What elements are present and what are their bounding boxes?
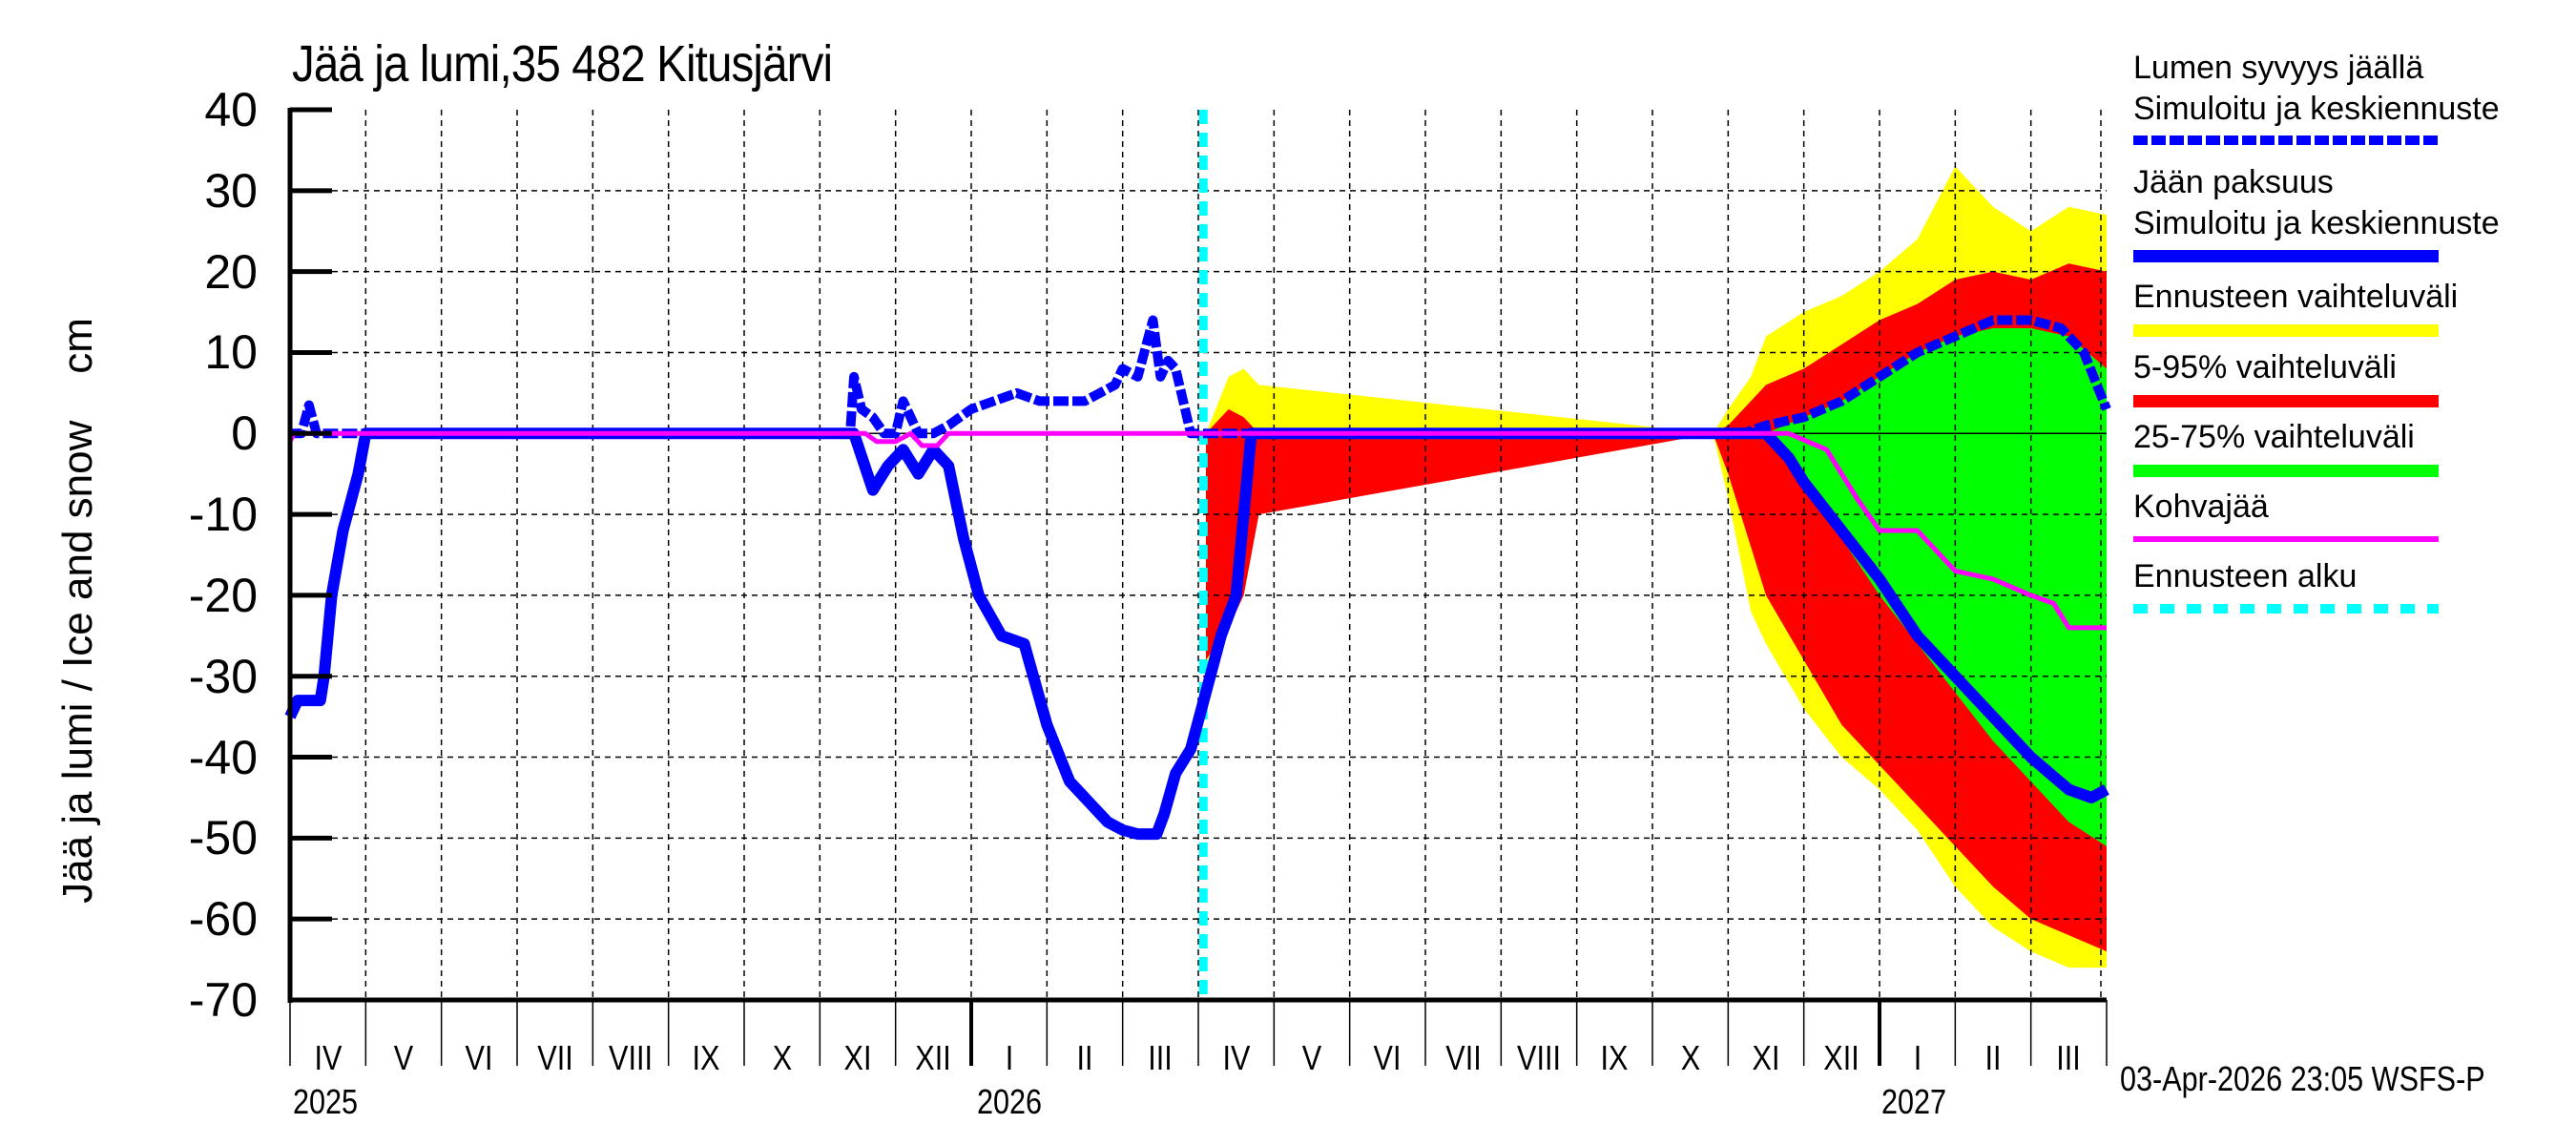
legend-label: 25-75% vaihteluväli	[2133, 419, 2415, 455]
legend-item-slush-ice: Kohvajää	[2133, 487, 2572, 542]
legend-swatch-dashed-blue	[2133, 135, 2439, 145]
y-tick-label: 20	[204, 244, 258, 299]
y-axis-label: Jää ja lumi / Ice and snow cm	[54, 318, 101, 904]
month-label: XII	[915, 1038, 952, 1077]
y-tick-label: 10	[204, 325, 258, 380]
forecast-bands	[1205, 166, 2107, 968]
y-tick-label: -10	[188, 488, 258, 542]
y-tick-label: -50	[188, 811, 258, 865]
y-tick-label: -60	[188, 892, 258, 947]
axes	[287, 107, 2108, 1066]
y-tick-label: -30	[188, 649, 258, 703]
legend-label: Kohvajää	[2133, 489, 2269, 525]
legend-swatch-green	[2133, 465, 2439, 477]
month-label: XI	[843, 1038, 872, 1077]
month-label: II	[1984, 1038, 2002, 1077]
month-label: IX	[692, 1038, 720, 1077]
month-label: VII	[1444, 1038, 1482, 1077]
month-label: XII	[1823, 1038, 1860, 1077]
legend-swatch-red	[2133, 395, 2439, 407]
month-label: VI	[465, 1038, 493, 1077]
y-tick-label: -20	[188, 568, 258, 622]
slush-ice-line	[287, 430, 2107, 631]
month-label: I	[1005, 1038, 1013, 1077]
legend-swatch-cyan-dotted	[2133, 604, 2439, 614]
month-label: VII	[536, 1038, 573, 1077]
y-tick-label: -40	[188, 730, 258, 784]
legend-item-forecast-start: Ennusteen alku	[2133, 556, 2572, 614]
year-label-2027: 2027	[1881, 1082, 1947, 1121]
month-label: X	[772, 1038, 792, 1077]
band-25-75-vaihteluv-li	[1766, 328, 2107, 846]
legend-item-snow-depth: Lumen syvyys jäällä Simuloitu ja keskien…	[2133, 48, 2572, 145]
legend-item-5-95-range: 5-95% vaihteluväli	[2133, 347, 2572, 407]
legend-swatch-magenta	[2133, 536, 2439, 542]
month-label: III	[2056, 1038, 2082, 1077]
chart-title: Jää ja lumi,35 482 Kitusjärvi	[292, 35, 833, 93]
legend-label: Jään paksuus	[2133, 164, 2334, 200]
y-tick-label: 40	[204, 83, 258, 136]
month-label: IX	[1600, 1038, 1629, 1077]
y-tick-label: 0	[231, 406, 258, 461]
y-tick-label: 30	[204, 163, 258, 218]
month-label: V	[393, 1038, 414, 1077]
legend-swatch-yellow	[2133, 324, 2439, 337]
month-label: I	[1913, 1038, 1922, 1077]
legend-item-25-75-range: 25-75% vaihteluväli	[2133, 417, 2572, 477]
legend-sublabel: Simuloitu ja keskiennuste	[2133, 91, 2500, 127]
year-label-2026: 2026	[977, 1082, 1043, 1121]
month-label: II	[1076, 1038, 1093, 1077]
month-label: III	[1148, 1038, 1174, 1077]
month-label: V	[1301, 1038, 1322, 1077]
month-label: VIII	[609, 1038, 653, 1077]
legend-label: Ennusteen alku	[2133, 558, 2358, 594]
month-label: XI	[1752, 1038, 1780, 1077]
month-label: IV	[1222, 1038, 1251, 1077]
grid-lines	[290, 110, 2107, 1000]
snow-depth-line	[290, 315, 2111, 439]
y-tick-label: -70	[188, 973, 258, 1027]
legend-label: Ennusteen vaihteluväli	[2133, 279, 2459, 315]
data-series	[284, 110, 2111, 1000]
legend-item-forecast-range: Ennusteen vaihteluväli	[2133, 277, 2572, 337]
year-label-2025: 2025	[293, 1082, 359, 1121]
legend-label: Lumen syvyys jäällä	[2133, 50, 2424, 86]
month-label: X	[1680, 1038, 1700, 1077]
month-label: VI	[1373, 1038, 1402, 1077]
legend-label: 5-95% vaihteluväli	[2133, 349, 2397, 385]
timestamp: 03-Apr-2026 23:05 WSFS-P	[2120, 1059, 2485, 1098]
month-label: VIII	[1517, 1038, 1561, 1077]
legend-swatch-solid-blue	[2133, 250, 2439, 262]
month-label: IV	[314, 1038, 343, 1077]
legend-item-ice-thickness: Jään paksuus Simuloitu ja keskiennuste	[2133, 162, 2572, 262]
legend-sublabel: Simuloitu ja keskiennuste	[2133, 205, 2500, 241]
